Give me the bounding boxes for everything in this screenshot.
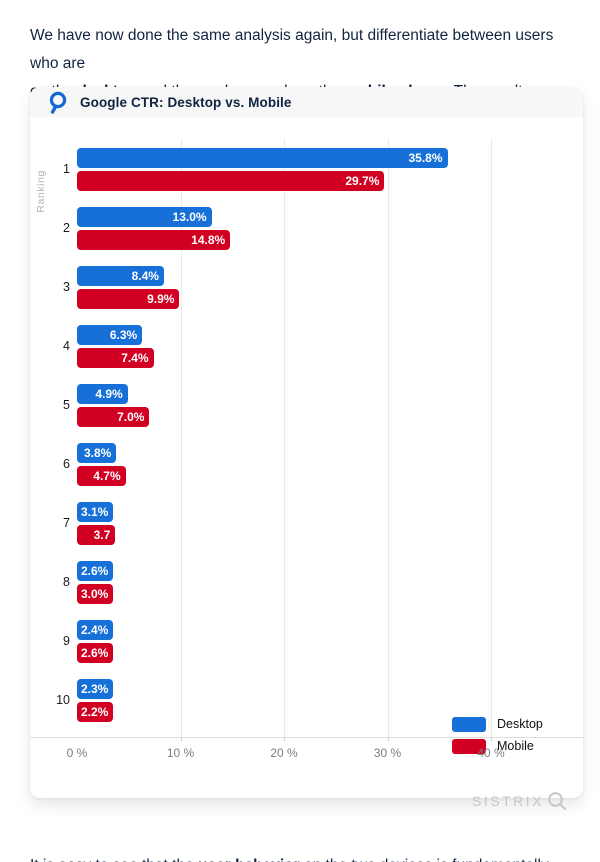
bar-desktop-rank-9: 2.4% — [77, 620, 114, 640]
rank-label: 6 — [63, 457, 70, 471]
intro-line1: We have now done the same analysis again… — [30, 26, 554, 72]
rank-label: 2 — [63, 221, 70, 235]
x-tick-label: 20 % — [270, 746, 298, 760]
search-icon — [47, 91, 68, 114]
bar-desktop-rank-7: 3.1% — [77, 502, 114, 522]
chart-legend: Desktop Mobile — [452, 713, 543, 757]
bar-mobile-rank-7: 3.7 — [77, 525, 116, 545]
sistrix-magnifier-icon — [547, 791, 567, 811]
bar-value-label: 7.0% — [117, 410, 145, 424]
chart-title: Google CTR: Desktop vs. Mobile — [80, 94, 292, 110]
bar-value-label: 2.6% — [81, 646, 109, 660]
x-tick-label: 0 % — [66, 746, 88, 760]
x-tick-label: 40 % — [477, 746, 505, 760]
bar-value-label: 13.0% — [172, 210, 207, 224]
outro-paragraph: It is easy to see that the user behavior… — [30, 852, 575, 862]
bar-mobile-rank-3: 9.9% — [77, 289, 180, 309]
x-tick-label: 30 % — [373, 746, 402, 760]
legend-row-mobile: Mobile — [452, 735, 543, 757]
chart-header: Google CTR: Desktop vs. Mobile — [30, 87, 583, 117]
bar-mobile-rank-6: 4.7% — [77, 466, 126, 486]
rank-label: 5 — [63, 398, 70, 412]
x-tickmark-40pct — [491, 737, 492, 741]
x-tick-label: 10 % — [166, 746, 195, 760]
legend-label-desktop: Desktop — [497, 717, 543, 731]
bar-value-label: 3.8% — [83, 446, 112, 460]
bar-value-label: 2.4% — [81, 623, 109, 637]
bar-value-label: 2.3% — [81, 682, 109, 696]
rank-label: 10 — [56, 693, 70, 707]
outro-post: on the two devices is fundamentally diff… — [30, 857, 549, 862]
rank-label: 1 — [63, 162, 70, 176]
rank-label: 9 — [63, 634, 70, 648]
bar-value-label: 14.8% — [191, 233, 226, 247]
bar-value-label: 9.9% — [147, 292, 175, 306]
legend-swatch-desktop — [452, 716, 486, 732]
gridline-30pct — [387, 139, 389, 737]
x-tickmark-10pct — [180, 737, 182, 741]
bar-desktop-rank-10: 2.3% — [77, 679, 114, 699]
outro-pre: It is easy to see that the — [30, 857, 198, 862]
rank-label: 4 — [63, 339, 70, 353]
gridline-40pct — [491, 139, 492, 737]
bar-desktop-rank-4: 6.3% — [77, 325, 143, 345]
legend-swatch-mobile — [452, 738, 486, 754]
bar-value-label: 7.4% — [121, 351, 149, 365]
bar-value-label: 4.7% — [93, 469, 121, 483]
sistrix-logo-text: SISTRIX — [472, 793, 544, 809]
x-axis-line — [30, 737, 583, 738]
bar-mobile-rank-10: 2.2% — [77, 702, 114, 722]
bar-value-label: 35.8% — [408, 151, 443, 165]
bar-mobile-rank-1: 29.7% — [77, 171, 385, 191]
bar-value-label: 6.3% — [109, 328, 138, 342]
bar-value-label: 29.7% — [345, 174, 380, 188]
plot-area: Ranking Desktop Mobile SISTRIX 0 % 10 % 20 … — [30, 117, 583, 810]
rank-label: 8 — [63, 575, 70, 589]
x-tickmark-20pct — [284, 737, 285, 741]
rank-label: 3 — [63, 280, 70, 294]
bar-desktop-rank-5: 4.9% — [77, 384, 128, 404]
bar-mobile-rank-8: 3.0% — [77, 584, 114, 604]
x-tickmark-30pct — [387, 737, 389, 741]
rank-label: 7 — [63, 516, 70, 530]
bar-mobile-rank-9: 2.6% — [77, 643, 114, 663]
bar-value-label: 8.4% — [131, 269, 159, 283]
bar-mobile-rank-4: 7.4% — [77, 348, 154, 368]
chart-card: Google CTR: Desktop vs. Mobile Ranking D… — [30, 87, 583, 810]
outro-bold: user behavior — [198, 857, 300, 862]
bar-desktop-rank-8: 2.6% — [77, 561, 114, 581]
gridline-20pct — [284, 139, 285, 737]
legend-label-mobile: Mobile — [497, 739, 534, 753]
bar-desktop-rank-6: 3.8% — [77, 443, 117, 463]
y-axis-label: Ranking — [35, 170, 47, 213]
gridline-10pct — [180, 139, 182, 737]
sistrix-logo: SISTRIX — [472, 791, 567, 811]
bar-value-label: 4.9% — [95, 387, 123, 401]
bar-value-label: 3.7 — [93, 528, 111, 542]
bar-mobile-rank-5: 7.0% — [77, 407, 150, 427]
bar-value-label: 2.2% — [81, 705, 109, 719]
legend-row-desktop: Desktop — [452, 713, 543, 735]
bar-mobile-rank-2: 14.8% — [77, 230, 231, 250]
bar-value-label: 3.1% — [81, 505, 109, 519]
bar-desktop-rank-2: 13.0% — [77, 207, 212, 227]
bar-desktop-rank-3: 8.4% — [77, 266, 164, 286]
bar-value-label: 3.0% — [81, 587, 109, 601]
bar-value-label: 2.6% — [81, 564, 109, 578]
bar-desktop-rank-1: 35.8% — [77, 148, 448, 168]
